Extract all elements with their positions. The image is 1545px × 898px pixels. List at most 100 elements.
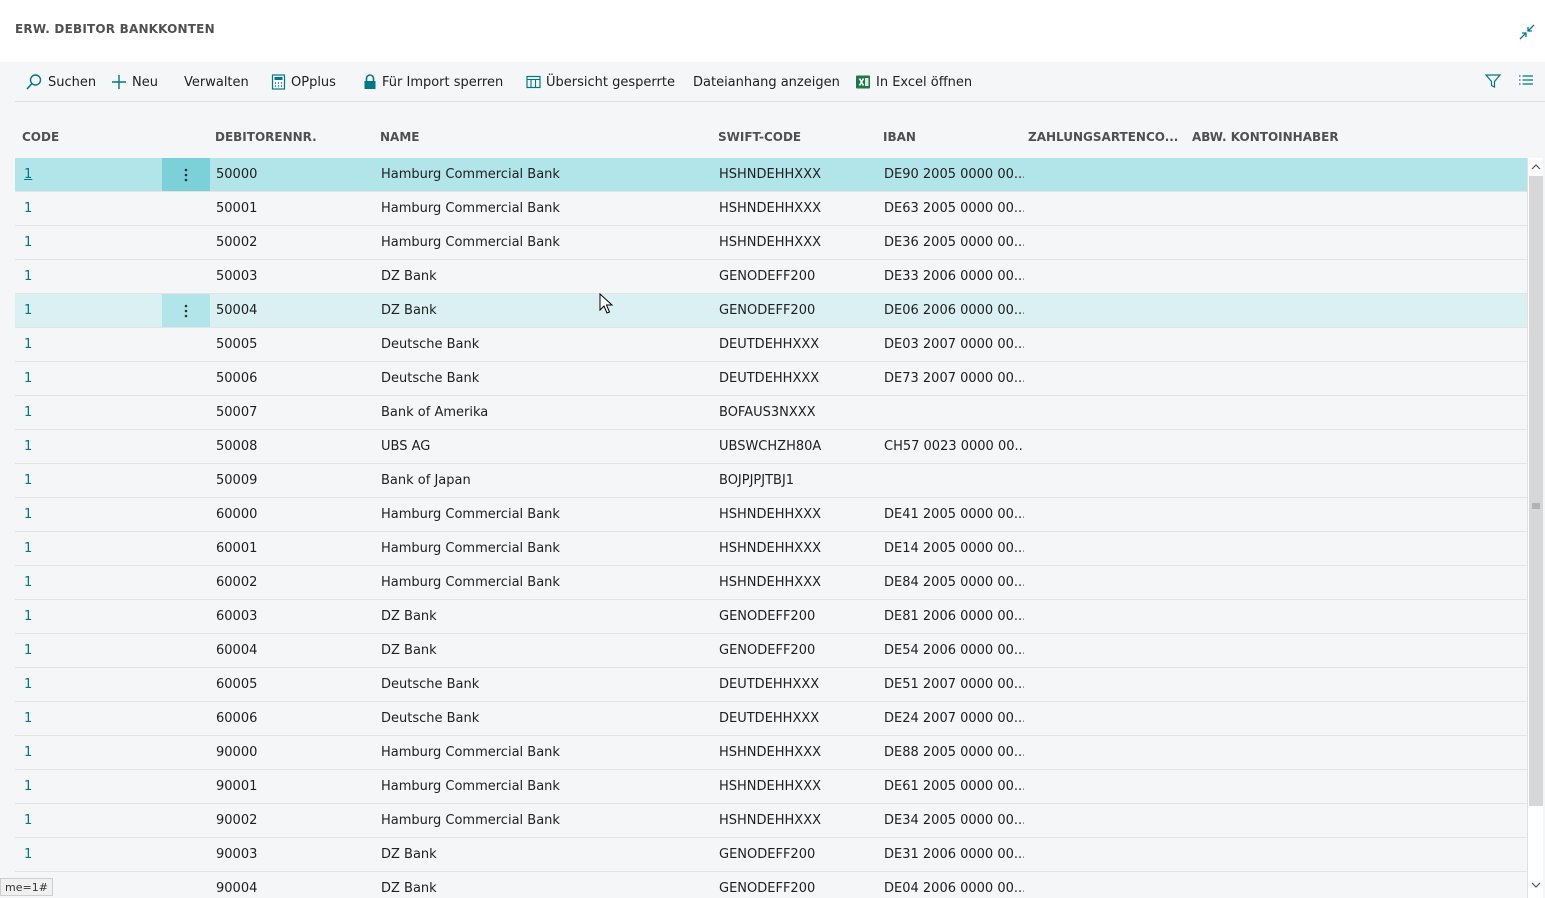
- iban-cell: DE61 2005 0000 00...: [884, 779, 1024, 794]
- swift-cell: HSHNDEHHXXX: [719, 779, 822, 794]
- swift-cell: HSHNDEHHXXX: [719, 167, 822, 182]
- lock-import-button[interactable]: Für Import sperren: [363, 72, 503, 92]
- name-cell: Bank of Japan: [381, 473, 471, 488]
- code-cell[interactable]: 1: [24, 303, 33, 318]
- filter-icon[interactable]: [1484, 72, 1504, 92]
- debitor-cell: 90002: [216, 813, 258, 828]
- table-row[interactable]: 1 50008 UBS AG UBSWCHZH80A CH57 0023 0000 00…: [15, 430, 1527, 464]
- debitor-cell: 60004: [216, 643, 258, 658]
- table-row[interactable]: 1 50003 DZ Bank GENODEFF200 DE33 2006 0000 0…: [15, 260, 1527, 294]
- table-row[interactable]: 1 60004 DZ Bank GENODEFF200 DE54 2006 0000 0…: [15, 634, 1527, 668]
- iban-cell: DE84 2005 0000 00...: [884, 575, 1024, 590]
- table-row[interactable]: 1 60006 Deutsche Bank DEUTDEHHXXX DE24 2007 …: [15, 702, 1527, 736]
- code-cell[interactable]: 1: [24, 235, 33, 250]
- table-icon: [526, 75, 541, 89]
- table-row[interactable]: 1 50001 Hamburg Commercial Bank HSHNDEHHXXX…: [15, 192, 1527, 226]
- debitor-cell: 50003: [216, 269, 258, 284]
- row-menu-button[interactable]: [162, 294, 210, 327]
- code-cell[interactable]: 1: [24, 711, 33, 726]
- list-view-icon[interactable]: [1517, 72, 1537, 92]
- table-row[interactable]: 1 90003 DZ Bank GENODEFF200 DE31 2006 0000 0…: [15, 838, 1527, 872]
- code-cell[interactable]: 1: [24, 269, 33, 284]
- attachment-button[interactable]: Dateianhang anzeigen: [693, 72, 840, 92]
- name-cell: Deutsche Bank: [381, 371, 480, 386]
- code-cell[interactable]: 1: [24, 575, 33, 590]
- scroll-up-icon[interactable]: [1531, 162, 1541, 172]
- table-row[interactable]: 1 50005 Deutsche Bank DEUTDEHHXXX DE03 2007 …: [15, 328, 1527, 362]
- open-excel-button[interactable]: In Excel öffnen: [855, 72, 972, 92]
- search-button[interactable]: Suchen: [25, 72, 96, 92]
- code-cell[interactable]: 1: [24, 779, 33, 794]
- name-cell: Deutsche Bank: [381, 677, 480, 692]
- name-cell: Deutsche Bank: [381, 711, 480, 726]
- table-row[interactable]: 90004 DZ Bank GENODEFF200 DE04 2006 0000 00…: [15, 872, 1527, 898]
- debitor-cell: 50004: [216, 303, 258, 318]
- scrollbar-thumb[interactable]: [1529, 176, 1543, 806]
- code-cell[interactable]: 1: [24, 507, 33, 522]
- name-cell: Hamburg Commercial Bank: [381, 813, 560, 828]
- column-header-code[interactable]: CODE: [22, 130, 60, 144]
- code-cell[interactable]: 1: [24, 609, 33, 624]
- code-cell[interactable]: 1: [24, 541, 33, 556]
- code-cell[interactable]: 1: [24, 813, 33, 828]
- name-cell: Hamburg Commercial Bank: [381, 575, 560, 590]
- iban-cell: DE90 2005 0000 00...: [884, 167, 1024, 182]
- code-cell[interactable]: 1: [24, 677, 33, 692]
- collapse-icon[interactable]: [1517, 22, 1537, 42]
- debitor-cell: 50001: [216, 201, 258, 216]
- table-row[interactable]: 1 50000 Hamburg Commercial Bank HSHNDEHHXXX…: [15, 158, 1527, 192]
- page-header: ERW. DEBITOR BANKKONTEN: [0, 0, 1545, 62]
- code-cell[interactable]: 1: [24, 745, 33, 760]
- code-cell[interactable]: 1: [24, 473, 33, 488]
- calculator-icon: [271, 74, 286, 90]
- table-row[interactable]: 1 90001 Hamburg Commercial Bank HSHNDEHHXXX…: [15, 770, 1527, 804]
- debitor-cell: 50002: [216, 235, 258, 250]
- overview-locked-button[interactable]: Übersicht gesperrte: [526, 72, 675, 92]
- swift-cell: HSHNDEHHXXX: [719, 745, 822, 760]
- table-row[interactable]: 1 60001 Hamburg Commercial Bank HSHNDEHHXXX…: [15, 532, 1527, 566]
- code-cell[interactable]: 1: [24, 337, 33, 352]
- excel-icon: [856, 75, 870, 89]
- table-row[interactable]: 1 50006 Deutsche Bank DEUTDEHHXXX DE73 2007 …: [15, 362, 1527, 396]
- swift-cell: UBSWCHZH80A: [719, 439, 822, 454]
- table-row[interactable]: 1 90000 Hamburg Commercial Bank HSHNDEHHXXX…: [15, 736, 1527, 770]
- column-header-debitor[interactable]: DEBITORENNR.: [215, 130, 317, 144]
- column-header-swift[interactable]: SWIFT-CODE: [718, 130, 802, 144]
- column-header-iban[interactable]: IBAN: [883, 130, 916, 144]
- code-cell[interactable]: 1: [24, 643, 33, 658]
- table-row[interactable]: 1 50009 Bank of Japan BOJPJPJTBJ1: [15, 464, 1527, 498]
- code-cell[interactable]: 1: [24, 439, 33, 454]
- new-button[interactable]: Neu: [111, 72, 158, 92]
- code-cell[interactable]: 1: [24, 201, 33, 216]
- table-row[interactable]: 1 60003 DZ Bank GENODEFF200 DE81 2006 0000 0…: [15, 600, 1527, 634]
- bank-accounts-grid: 1 50000 Hamburg Commercial Bank HSHNDEHHXXX…: [15, 158, 1527, 898]
- table-row[interactable]: 1 90002 Hamburg Commercial Bank HSHNDEHHXXX…: [15, 804, 1527, 838]
- name-cell: UBS AG: [381, 439, 431, 454]
- lock-icon: [364, 74, 376, 89]
- swift-cell: GENODEFF200: [719, 609, 816, 624]
- page-title: ERW. DEBITOR BANKKONTEN: [15, 22, 215, 36]
- vertical-scrollbar[interactable]: [1527, 158, 1543, 898]
- table-row[interactable]: 1 50007 Bank of Amerika BOFAUS3NXXX: [15, 396, 1527, 430]
- table-row[interactable]: 1 60000 Hamburg Commercial Bank HSHNDEHHXXX…: [15, 498, 1527, 532]
- manage-button[interactable]: Verwalten: [184, 72, 249, 92]
- debitor-cell: 50009: [216, 473, 258, 488]
- debitor-cell: 60001: [216, 541, 258, 556]
- scroll-down-icon[interactable]: [1531, 880, 1541, 890]
- table-row[interactable]: 1 50002 Hamburg Commercial Bank HSHNDEHHXXX…: [15, 226, 1527, 260]
- code-cell[interactable]: 1: [24, 167, 33, 182]
- opplus-button[interactable]: OPplus: [271, 72, 336, 92]
- swift-cell: HSHNDEHHXXX: [719, 813, 822, 828]
- code-cell[interactable]: 1: [24, 371, 33, 386]
- name-cell: DZ Bank: [381, 609, 437, 624]
- row-menu-button[interactable]: [162, 158, 210, 191]
- column-header-payment-type[interactable]: ZAHLUNGSARTENCO...: [1028, 130, 1179, 144]
- column-header-account-holder[interactable]: ABW. KONTOINHABER: [1192, 130, 1339, 144]
- code-cell[interactable]: 1: [24, 405, 33, 420]
- code-cell[interactable]: 1: [24, 847, 33, 862]
- column-header-name[interactable]: NAME: [380, 130, 420, 144]
- table-row[interactable]: 1 60002 Hamburg Commercial Bank HSHNDEHHXXX…: [15, 566, 1527, 600]
- table-row[interactable]: 1 60005 Deutsche Bank DEUTDEHHXXX DE51 2007 …: [15, 668, 1527, 702]
- swift-cell: BOJPJPJTBJ1: [719, 473, 795, 488]
- table-row[interactable]: 1 50004 DZ Bank GENODEFF200 DE06 2006 0000 0…: [15, 294, 1527, 328]
